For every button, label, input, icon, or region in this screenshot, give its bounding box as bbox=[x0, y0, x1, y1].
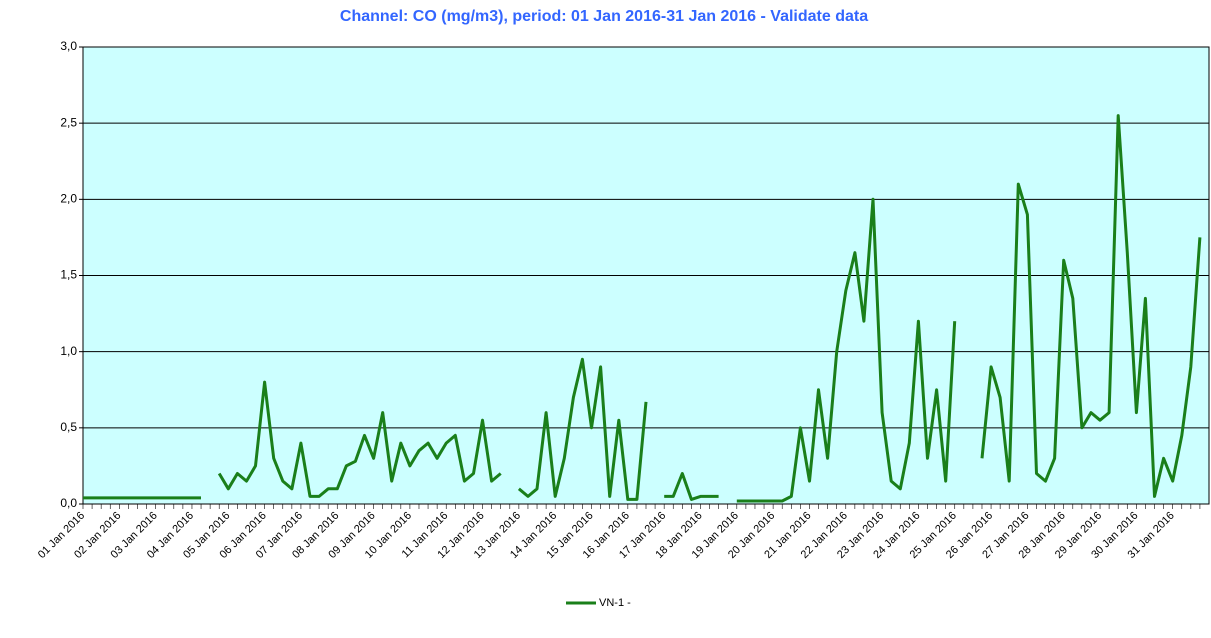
legend-label: VN-1 - bbox=[599, 597, 631, 609]
y-tick-label: 1,5 bbox=[60, 268, 77, 282]
data-line bbox=[83, 114, 1202, 503]
y-tick-label: 0,0 bbox=[60, 496, 77, 510]
y-tick-label: 2,5 bbox=[60, 115, 77, 129]
y-tick-label: 3,0 bbox=[60, 39, 77, 53]
y-tick-label: 2,0 bbox=[60, 192, 77, 206]
chart-title: Channel: CO (mg/m3), period: 01 Jan 2016… bbox=[340, 8, 868, 25]
y-tick-label: 0,5 bbox=[60, 420, 77, 434]
y-tick-label: 1,0 bbox=[60, 344, 77, 358]
